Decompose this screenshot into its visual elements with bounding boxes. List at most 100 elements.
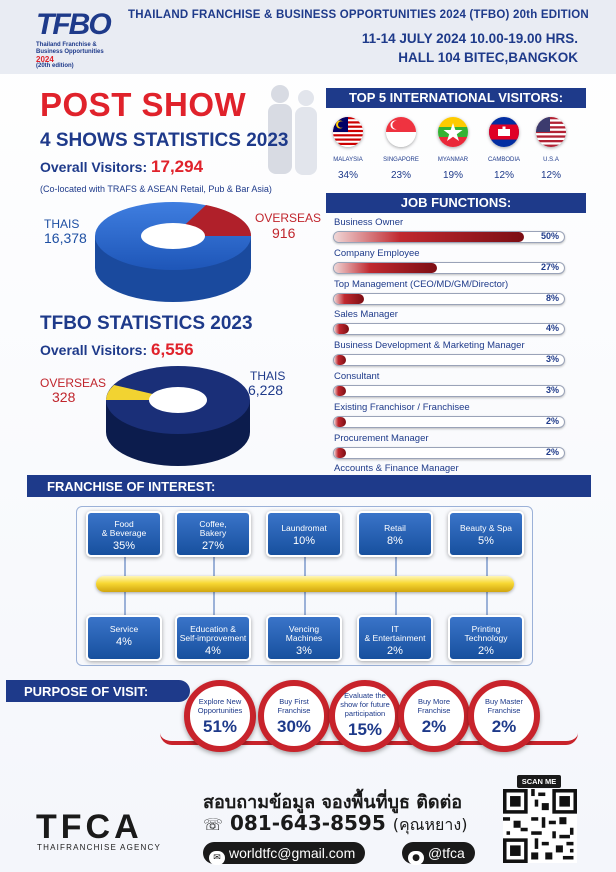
tfbo-statistics-title: TFBO STATISTICS 2023: [40, 313, 253, 334]
tile-connector: [395, 592, 397, 615]
job-function-bar: 8%: [333, 292, 565, 305]
job-function-label: Consultant: [334, 371, 380, 382]
franchise-interest-header: FRANCHISE OF INTEREST:: [27, 475, 591, 497]
franchise-category: Retail: [384, 523, 406, 533]
job-function-label: Procurement Manager: [334, 432, 429, 444]
overseas-value-2: 328: [52, 389, 76, 405]
franchise-percent: 3%: [296, 645, 312, 657]
purpose-label: Opportunities: [197, 706, 243, 715]
franchise-percent: 35%: [112, 540, 136, 552]
tile-connector: [213, 592, 215, 615]
job-function-percent: 3%: [545, 385, 559, 395]
qr-code-icon[interactable]: [503, 789, 577, 863]
job-function-bar: 3%: [333, 354, 565, 367]
purpose-label: Evaluate the: [344, 691, 386, 700]
job-function-percent: 4%: [545, 323, 559, 334]
country-name: U.S.A: [543, 157, 559, 163]
contact-phone[interactable]: ☏ 081-643-8595 (คุณหยาง): [203, 811, 467, 838]
overall-label-tfbo: Overall Visitors:: [40, 342, 148, 358]
job-function-bar: 4%: [333, 323, 565, 336]
email-pill[interactable]: ✉ worldtfc@gmail.com: [203, 842, 366, 865]
cambodia-flag-icon: [489, 117, 519, 147]
franchise-percent: 4%: [116, 636, 132, 648]
franchise-tile: Vencing Machines 3%: [266, 615, 342, 661]
purpose-percent: 2%: [491, 717, 517, 736]
job-function-percent: 27%: [540, 261, 559, 272]
job-function-bar: 2%: [333, 415, 565, 428]
tfca-logo: TFCA: [36, 808, 143, 847]
malaysia-flag-icon: [333, 117, 363, 147]
franchise-tile: Food & Beverage 35%: [86, 511, 162, 557]
purpose-percent: 15%: [347, 720, 383, 739]
franchise-category: Laundromat: [281, 523, 327, 533]
line-id: @tfca: [428, 845, 465, 861]
people-silhouette-icon: [268, 85, 317, 175]
job-function-label: Accounts & Finance Manager: [334, 463, 459, 475]
logo-year: 2024: [36, 55, 54, 64]
franchise-category: Vencing: [288, 624, 320, 634]
purpose-label: show for future: [340, 700, 390, 709]
franchise-category: Printing: [471, 624, 501, 634]
franchise-tile: Laundromat 10%: [266, 511, 342, 557]
line-chat-icon: ●: [408, 851, 424, 865]
job-function-label: Business Development & Marketing Manager: [334, 340, 525, 352]
tile-connector: [124, 557, 126, 576]
logo-sub1: Thailand Franchise &: [36, 42, 97, 48]
job-function-label: Sales Manager: [334, 309, 398, 321]
franchise-tile: Service 4%: [86, 615, 162, 661]
job-functions-header: JOB FUNCTIONS:: [326, 193, 586, 213]
tile-connector: [213, 557, 215, 576]
job-function-bar-fill: [334, 416, 346, 427]
tile-connector: [304, 592, 306, 615]
tile-connector: [486, 557, 488, 576]
job-function-percent: 50%: [540, 231, 559, 241]
shows-statistics-title: 4 SHOWS STATISTICS 2023: [40, 130, 289, 151]
tile-connector: [304, 557, 306, 576]
franchise-percent: 2%: [387, 645, 403, 657]
tile-connector: [395, 557, 397, 576]
thais-value-1: 16,378: [44, 230, 87, 246]
job-function-label: Top Management (CEO/MD/GM/Director): [334, 278, 509, 290]
thais-value-2: 6,228: [248, 382, 284, 398]
top5-header: TOP 5 INTERNATIONAL VISITORS:: [326, 88, 586, 108]
franchise-category: Beauty & Spa: [460, 523, 512, 533]
phone-number: 081-643-8595: [229, 811, 386, 835]
purpose-label: Buy First: [279, 697, 309, 706]
phone-icon: ☏: [203, 815, 224, 834]
email-icon: ✉: [209, 851, 225, 865]
franchise-category-line2: Self-improvement: [179, 633, 247, 643]
job-function-bar-fill: [334, 324, 350, 335]
donut2-hole: [149, 387, 207, 413]
franchise-category: IT: [391, 624, 399, 634]
overseas-label-1: OVERSEAS: [255, 211, 322, 225]
post-show-title: POST SHOW: [40, 86, 247, 123]
logo-text: TFBO: [36, 8, 112, 41]
franchise-frame: [76, 506, 533, 666]
overall-visitors-4shows: Overall Visitors: 17,294: [40, 157, 203, 177]
purpose-visit-header: PURPOSE OF VISIT:: [6, 680, 190, 702]
purpose-label: participation: [344, 709, 386, 718]
overseas-value-1: 916: [272, 225, 296, 241]
franchise-category: Education &: [190, 624, 236, 634]
franchise-percent: 8%: [387, 535, 403, 547]
job-function-bar-fill: [334, 447, 346, 458]
scan-me-label: SCAN ME: [517, 775, 561, 788]
purpose-label: Franchise: [417, 706, 451, 715]
purpose-circle: Buy Master Franchise 2%: [468, 680, 540, 752]
tfbo-logo: TFBO Thailand Franchise & Business Oppor…: [36, 8, 116, 69]
franchise-tile: Beauty & Spa 5%: [448, 511, 524, 557]
overall-visitors-tfbo: Overall Visitors: 6,556: [40, 340, 194, 360]
franchise-category: Food: [114, 519, 134, 529]
thais-label-2: THAIS: [250, 369, 286, 383]
job-function-percent: 2%: [545, 446, 559, 457]
country-name: MYANMAR: [437, 157, 469, 163]
job-function-label: Business Owner: [334, 217, 404, 228]
country-percent: 23%: [390, 170, 411, 181]
franchise-percent: 4%: [205, 645, 221, 657]
purpose-label: Explore New: [198, 697, 242, 706]
job-function-bar: 2%: [333, 446, 565, 459]
purpose-label: Franchise: [277, 706, 311, 715]
usa-flag-icon: [536, 117, 566, 147]
line-pill[interactable]: ● @tfca: [402, 842, 475, 865]
